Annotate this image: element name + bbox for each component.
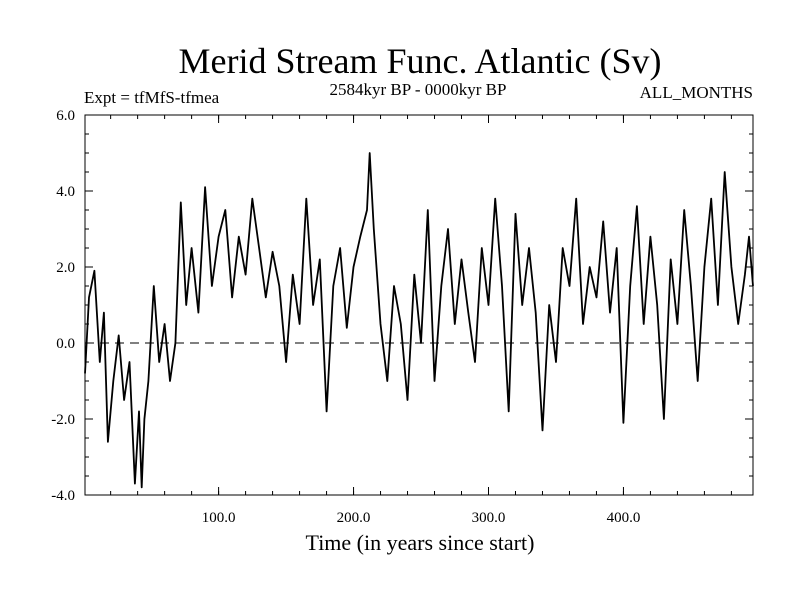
x-axis-label: Time (in years since start) xyxy=(306,530,535,555)
y-tick-label: -4.0 xyxy=(51,488,75,504)
x-tick-label: 400.0 xyxy=(607,510,641,526)
y-tick-label: -2.0 xyxy=(51,412,75,428)
x-tick-label: 200.0 xyxy=(337,510,371,526)
plot-frame xyxy=(84,114,754,496)
y-tick-label: 0.0 xyxy=(56,336,75,352)
x-tick-label: 300.0 xyxy=(472,510,506,526)
x-axis-ticks: 100.0 200.0 300.0 400.0 xyxy=(110,115,732,526)
y-tick-label: 4.0 xyxy=(56,184,75,200)
period-label: 2584kyr BP - 0000kyr BP xyxy=(330,80,507,99)
months-label: ALL_MONTHS xyxy=(640,83,753,102)
y-tick-label: 6.0 xyxy=(56,108,75,124)
y-axis-ticks: -4.0 -2.0 0.0 2.0 4.0 6.0 xyxy=(51,108,753,504)
y-tick-label: 2.0 xyxy=(56,260,75,276)
experiment-label: Expt = tfMfS-tfmea xyxy=(84,88,220,107)
chart-title: Merid Stream Func. Atlantic (Sv) xyxy=(179,41,662,81)
x-tick-label: 100.0 xyxy=(202,510,236,526)
series-line xyxy=(84,152,754,489)
